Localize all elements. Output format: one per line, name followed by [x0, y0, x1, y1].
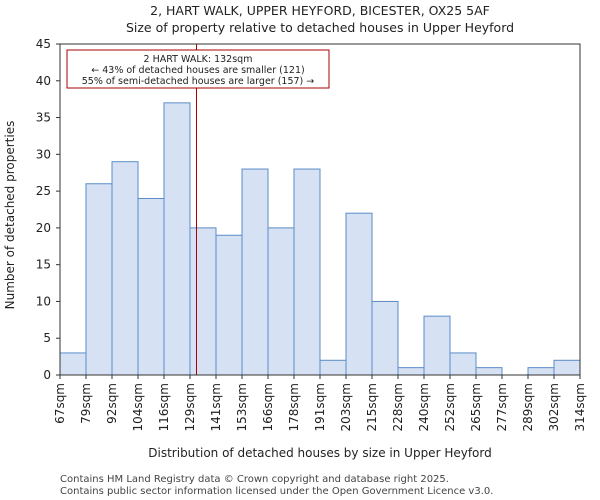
x-axis-label: Distribution of detached houses by size … — [148, 446, 491, 460]
bar-92sqm — [111, 161, 139, 376]
y-tick-label: 0 — [43, 368, 51, 382]
bar-153sqm — [241, 168, 269, 376]
x-tick-label: 277sqm — [495, 383, 509, 431]
x-tick-label: 191sqm — [313, 383, 327, 431]
annotation-line-1: 2 HART WALK: 132sqm — [144, 54, 253, 65]
annotation-frame — [66, 49, 330, 89]
bar-265sqm — [475, 367, 503, 376]
bar-166sqm — [267, 227, 295, 376]
bar-191sqm — [319, 359, 347, 376]
y-tick-label: 15 — [36, 258, 51, 272]
x-tick-label: 79sqm — [79, 383, 93, 424]
x-tick-label: 302sqm — [547, 383, 561, 431]
bar-240sqm — [423, 315, 451, 376]
chart-title: 2, HART WALK, UPPER HEYFORD, BICESTER, O… — [150, 3, 490, 18]
x-tick-label: 203sqm — [339, 383, 353, 431]
x-tick-label: 215sqm — [365, 383, 379, 431]
annotation-box: 2 HART WALK: 132sqm ← 43% of detached ho… — [66, 49, 330, 89]
x-tick-label: 92sqm — [105, 383, 119, 424]
bar-178sqm — [293, 168, 321, 376]
bar-302sqm — [553, 359, 581, 376]
y-tick-label: 30 — [36, 147, 51, 161]
y-tick-label: 20 — [36, 221, 51, 235]
y-tick-label: 25 — [36, 184, 51, 198]
x-tick-label: 289sqm — [521, 383, 535, 431]
bar-289sqm — [527, 367, 555, 376]
x-tick-label: 116sqm — [157, 383, 171, 431]
x-tick-label: 265sqm — [469, 383, 483, 431]
y-axis-label: Number of detached properties — [3, 121, 17, 310]
x-tick-label: 153sqm — [235, 383, 249, 431]
x-tick-label: 67sqm — [53, 383, 67, 424]
annotation-line-2: ← 43% of detached houses are smaller (12… — [91, 65, 304, 76]
bar-129sqm — [189, 227, 217, 376]
x-tick-label: 240sqm — [417, 383, 431, 431]
x-tick-label: 178sqm — [287, 383, 301, 431]
y-tick-label: 45 — [36, 37, 51, 51]
bar-215sqm — [371, 300, 399, 376]
x-tick-label: 314sqm — [573, 383, 587, 431]
bar-228sqm — [397, 367, 425, 376]
footer-line-1: Contains HM Land Registry data © Crown c… — [60, 474, 449, 485]
annotation-line-3: 55% of semi-detached houses are larger (… — [82, 76, 315, 87]
x-tick-label: 252sqm — [443, 383, 457, 431]
bar-67sqm — [59, 352, 87, 376]
y-axis-ticks: 0 5 10 15 20 25 30 35 40 45 — [36, 37, 60, 382]
bar-79sqm — [85, 183, 113, 376]
bar-116sqm — [163, 102, 191, 376]
x-axis-ticks: 67sqm 79sqm 92sqm 104sqm 116sqm 129sqm 141sqm 1… — [53, 375, 587, 431]
x-tick-label: 166sqm — [261, 383, 275, 431]
chart-subtitle: Size of property relative to detached ho… — [126, 20, 514, 35]
y-tick-label: 40 — [36, 74, 51, 88]
bar-141sqm — [215, 234, 243, 376]
x-tick-label: 141sqm — [209, 383, 223, 431]
y-tick-label: 35 — [36, 111, 51, 125]
footer-line-2: Contains public sector information licen… — [60, 486, 493, 497]
y-tick-label: 10 — [36, 294, 51, 308]
y-tick-label: 5 — [43, 331, 51, 345]
bar-203sqm — [345, 212, 373, 376]
x-tick-label: 129sqm — [183, 383, 197, 431]
bars-group — [59, 102, 581, 376]
bar-104sqm — [137, 197, 165, 376]
x-tick-label: 104sqm — [131, 383, 145, 431]
x-tick-label: 228sqm — [391, 383, 405, 431]
bar-252sqm — [449, 352, 477, 376]
